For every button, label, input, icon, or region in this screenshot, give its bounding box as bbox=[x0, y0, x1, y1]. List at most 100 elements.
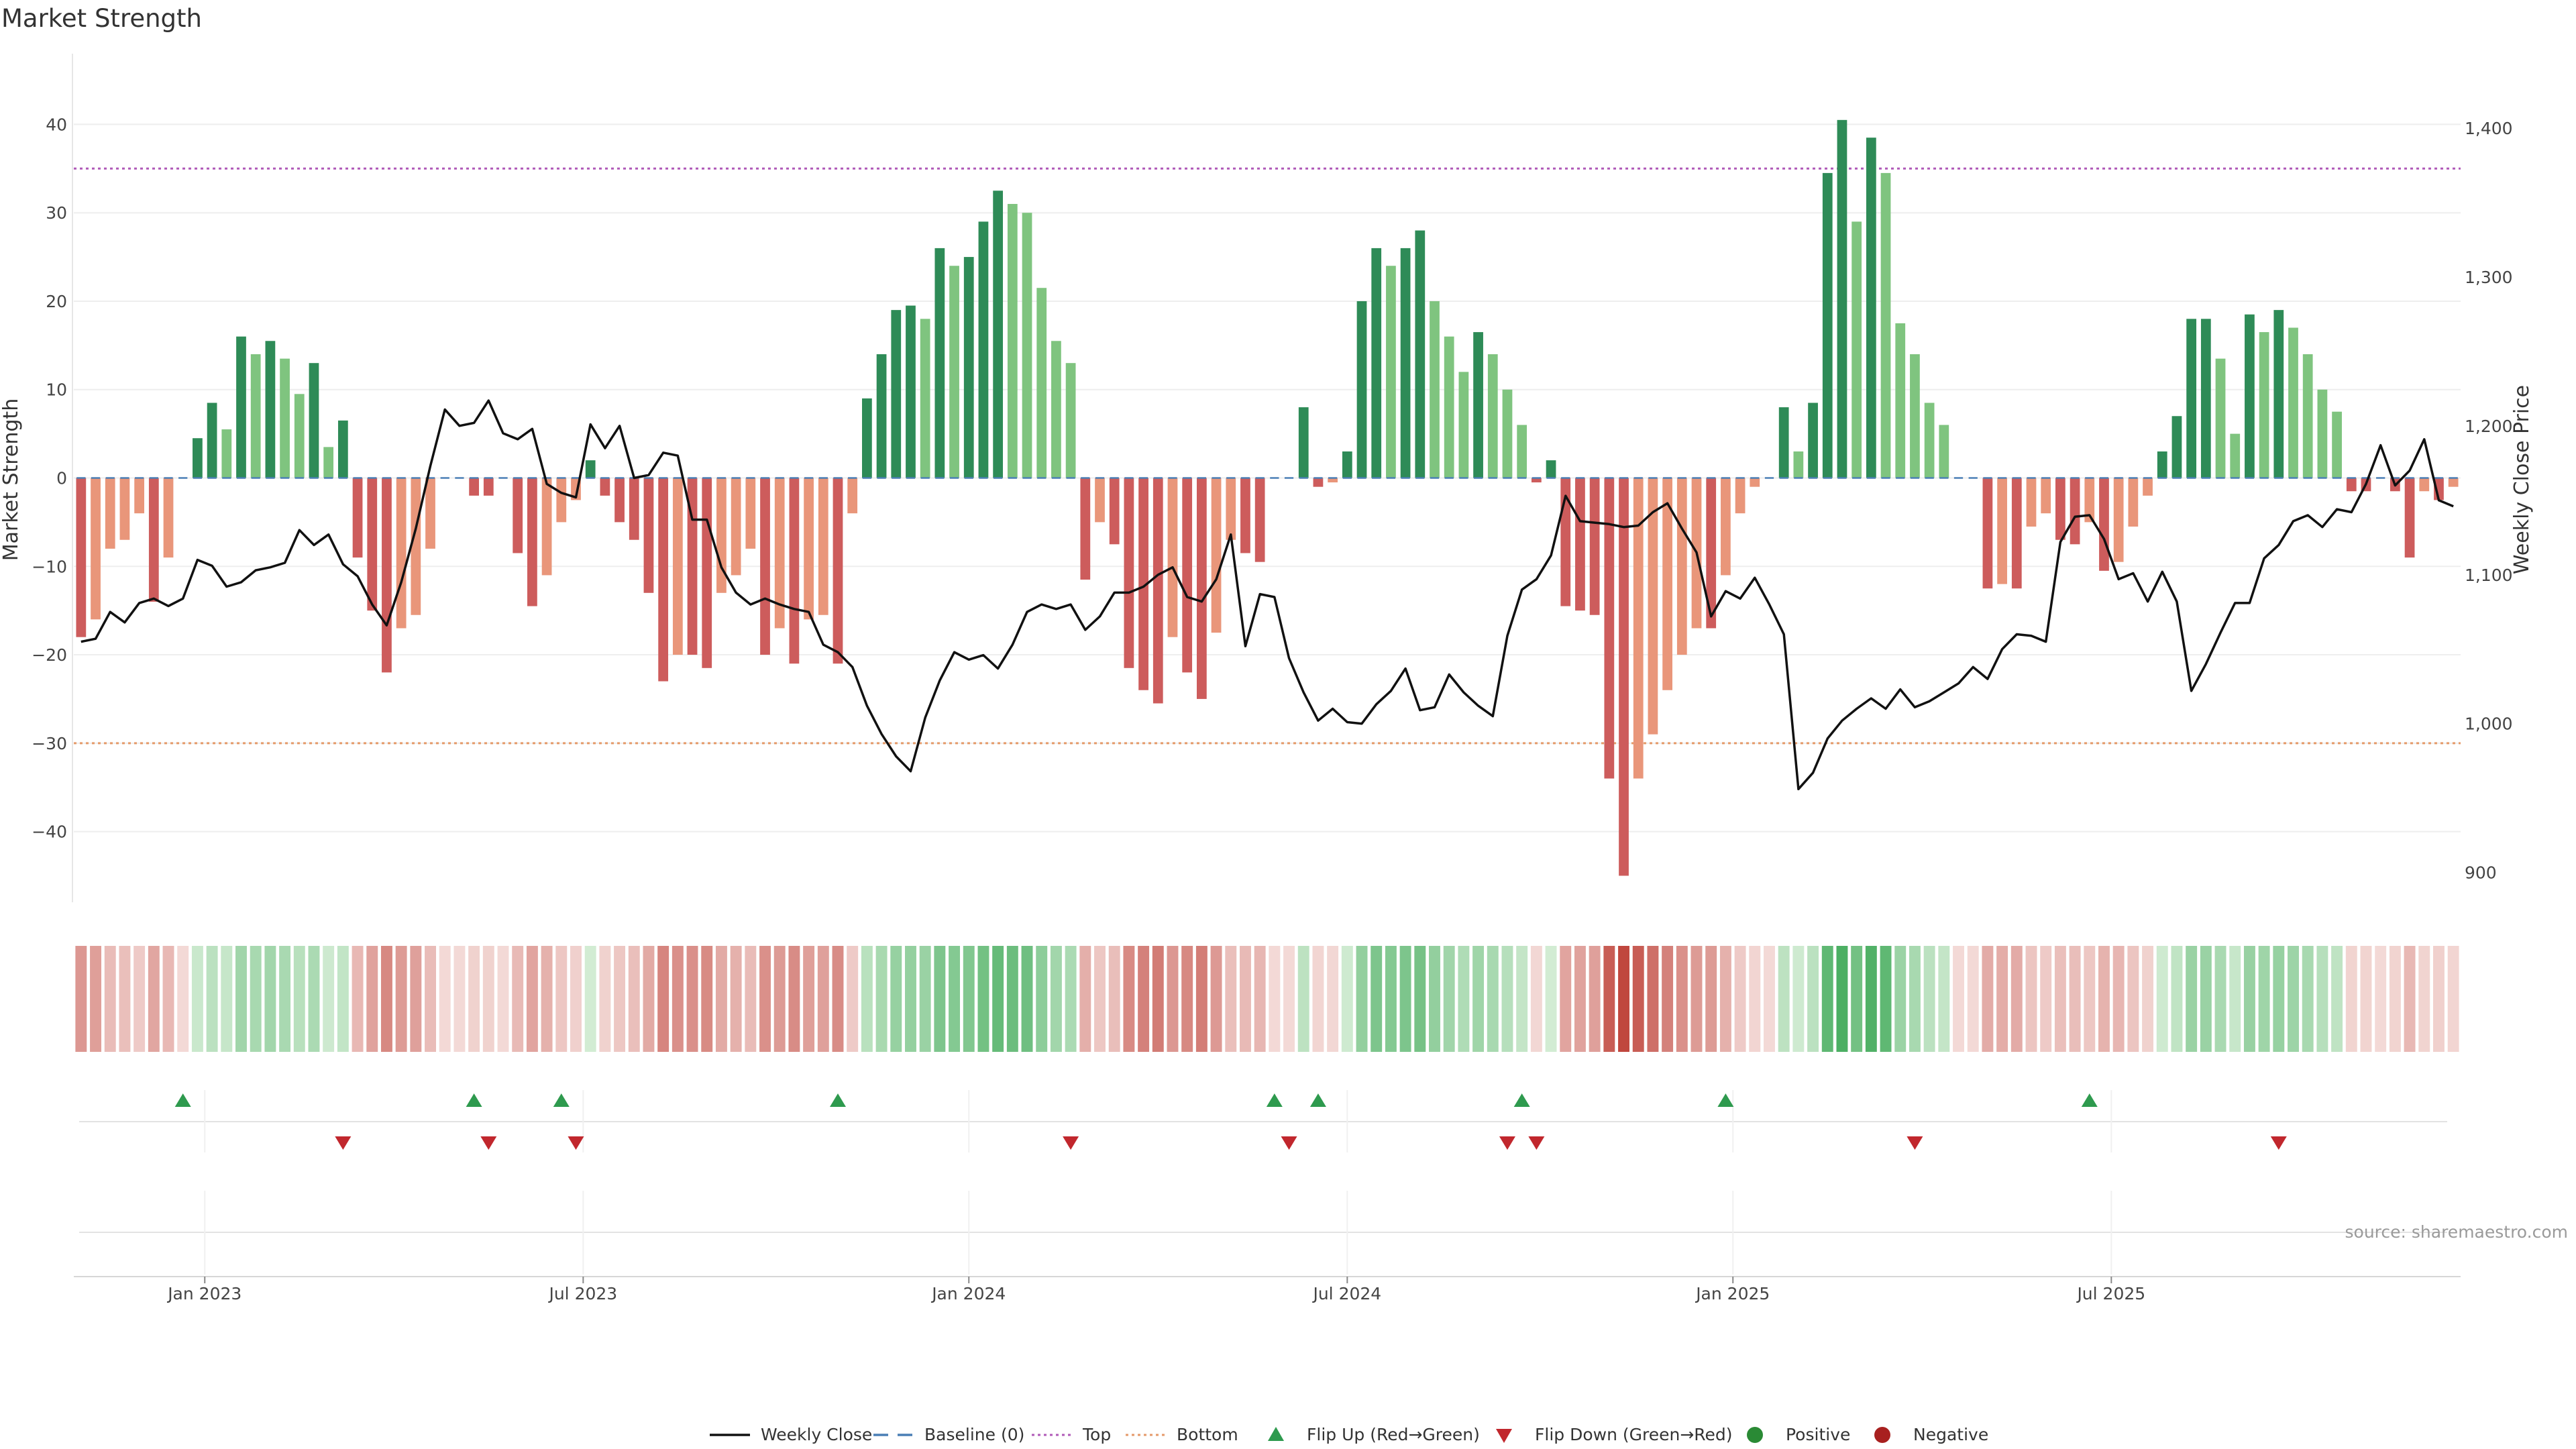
heat-cell bbox=[2200, 946, 2212, 1052]
strength-bar bbox=[2200, 319, 2211, 478]
heat-cell bbox=[2054, 946, 2066, 1052]
flip-down-marker bbox=[1499, 1136, 1515, 1150]
heat-cell bbox=[1312, 946, 1324, 1052]
heat-cell bbox=[2345, 946, 2357, 1052]
heat-cell bbox=[177, 946, 189, 1052]
strength-bar bbox=[818, 478, 828, 615]
left-axis-label: Market Strength bbox=[0, 398, 23, 561]
flip-up-marker bbox=[1717, 1093, 1734, 1107]
left-axis-ticks: 40 30 20 10 0 −10 −20 −30 −40 bbox=[32, 115, 67, 841]
y-tick-label: −40 bbox=[32, 822, 67, 842]
legend-item: Positive bbox=[1747, 1425, 1850, 1444]
heat-cell bbox=[730, 946, 742, 1052]
strength-bar bbox=[1706, 478, 1717, 629]
legend-label: Weekly Close bbox=[761, 1425, 872, 1444]
strength-bar bbox=[2070, 478, 2080, 545]
strength-bar bbox=[1065, 363, 1076, 478]
strength-bar bbox=[949, 266, 959, 478]
strength-bar bbox=[993, 191, 1004, 478]
y-tick-label: −10 bbox=[32, 557, 67, 576]
legend-item: Negative bbox=[1874, 1425, 1988, 1444]
heat-cell bbox=[453, 946, 466, 1052]
strength-bar bbox=[1430, 301, 1440, 478]
heat-cell bbox=[512, 946, 524, 1052]
heat-cell bbox=[1443, 946, 1455, 1052]
source-note: source: sharemaestro.com bbox=[2345, 1222, 2569, 1242]
heat-cell bbox=[2273, 946, 2285, 1052]
heat-cell bbox=[541, 946, 553, 1052]
heat-cell bbox=[337, 946, 349, 1052]
flip-panel-grid bbox=[79, 1090, 2447, 1152]
heat-cell bbox=[1371, 946, 1383, 1052]
flip-up-marker bbox=[174, 1093, 191, 1107]
heat-cell bbox=[2360, 946, 2372, 1052]
flip-down-marker bbox=[1063, 1136, 1079, 1150]
heat-cell bbox=[1734, 946, 1746, 1052]
heat-cell bbox=[1487, 946, 1499, 1052]
strength-bar bbox=[731, 478, 741, 576]
strength-bar bbox=[1138, 478, 1148, 690]
heat-cell bbox=[1167, 946, 1179, 1052]
heat-cell bbox=[2156, 946, 2168, 1052]
chart-title: Market Strength bbox=[1, 4, 202, 33]
heat-cell bbox=[1662, 946, 1674, 1052]
legend-swatch bbox=[1496, 1429, 1512, 1443]
heat-cell bbox=[425, 946, 436, 1052]
strength-bar bbox=[672, 478, 683, 655]
y2-tick-label: 1,200 bbox=[2465, 417, 2513, 436]
heat-cell bbox=[395, 946, 407, 1052]
heat-cell bbox=[90, 946, 102, 1052]
heat-cell bbox=[482, 946, 494, 1052]
flip-down-marker bbox=[2270, 1136, 2287, 1150]
heat-cell bbox=[526, 946, 538, 1052]
strength-bar bbox=[934, 248, 945, 478]
heat-cell bbox=[2214, 946, 2226, 1052]
x-tick-label: Jul 2024 bbox=[1311, 1284, 1381, 1303]
heat-cell bbox=[977, 946, 989, 1052]
strength-bar bbox=[2011, 478, 2022, 589]
strength-bar bbox=[2230, 433, 2241, 478]
heat-cell bbox=[133, 946, 146, 1052]
heat-cell bbox=[250, 946, 262, 1052]
flip-up-marker bbox=[1513, 1093, 1530, 1107]
strength-bar bbox=[1982, 478, 1993, 589]
heat-cell bbox=[497, 946, 509, 1052]
strength-bar bbox=[250, 354, 261, 478]
heat-cell bbox=[1938, 946, 1950, 1052]
heat-cell bbox=[599, 946, 611, 1052]
strength-bar bbox=[323, 447, 334, 478]
strength-bar bbox=[367, 478, 378, 611]
heat-cell bbox=[686, 946, 698, 1052]
heat-cell bbox=[1982, 946, 1994, 1052]
heat-cell bbox=[191, 946, 203, 1052]
strength-bar bbox=[163, 478, 174, 558]
strength-bar bbox=[1095, 478, 1105, 523]
y2-tick-label: 1,100 bbox=[2465, 566, 2513, 585]
strength-bar bbox=[702, 478, 712, 668]
y-tick-label: 30 bbox=[46, 203, 67, 223]
heat-cell bbox=[148, 946, 160, 1052]
strength-bar bbox=[2273, 310, 2284, 478]
heat-cell bbox=[1181, 946, 1193, 1052]
heat-cell bbox=[1472, 946, 1485, 1052]
strength-bar bbox=[891, 310, 902, 478]
heat-cell bbox=[570, 946, 582, 1052]
strength-bar bbox=[1152, 478, 1163, 704]
strength-bar bbox=[1880, 172, 1891, 478]
strength-bar bbox=[76, 478, 87, 637]
heat-cell bbox=[2243, 946, 2255, 1052]
heat-cell bbox=[1632, 946, 1644, 1052]
strength-bar bbox=[2302, 354, 2313, 478]
strength-bar bbox=[1851, 221, 1862, 478]
x-tick-label: Jul 2023 bbox=[547, 1284, 617, 1303]
heat-cell bbox=[1108, 946, 1120, 1052]
heat-cell bbox=[2010, 946, 2023, 1052]
strength-bar bbox=[2186, 319, 2197, 478]
strength-bar bbox=[1822, 172, 1833, 478]
heat-cell bbox=[1501, 946, 1513, 1052]
heat-cell bbox=[293, 946, 305, 1052]
heat-cell bbox=[1953, 946, 1964, 1052]
flip-up-marker bbox=[1309, 1093, 1326, 1107]
strength-bar bbox=[804, 478, 814, 620]
strength-bar bbox=[148, 478, 159, 602]
